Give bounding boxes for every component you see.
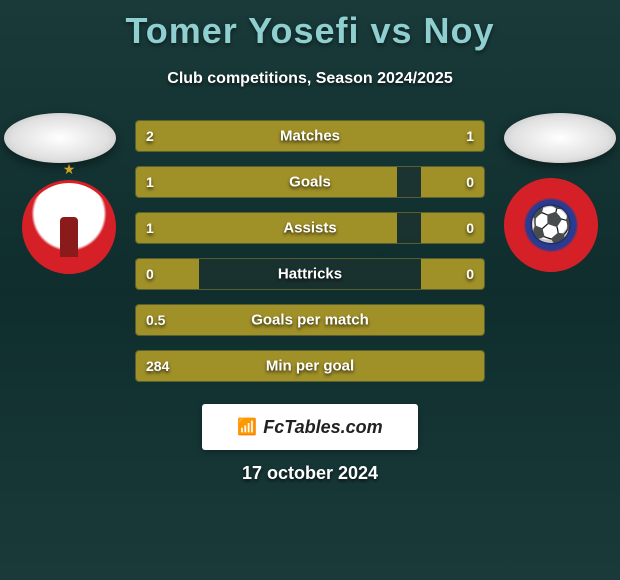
subtitle: Club competitions, Season 2024/2025 [0, 70, 620, 88]
bar-label: Goals [289, 174, 331, 191]
bar-value-left: 0 [146, 266, 154, 282]
bar-label: Goals per match [251, 312, 369, 329]
bar-row: 2 Matches 1 [135, 120, 485, 152]
bar-value-left: 1 [146, 220, 154, 236]
bar-value-right: 0 [466, 266, 474, 282]
club-right-badge [504, 178, 598, 272]
bar-value-left: 2 [146, 128, 154, 144]
bar-fill-left [136, 167, 397, 197]
bar-value-left: 0.5 [146, 312, 165, 328]
bar-fill-right [421, 259, 484, 289]
bar-label: Matches [280, 128, 340, 145]
bar-label: Hattricks [278, 266, 342, 283]
bar-value-right: 0 [466, 220, 474, 236]
comparison-bars: 2 Matches 1 1 Goals 0 1 Assists 0 0 Hattricks 0 0.5 G… [135, 120, 485, 396]
page-title: Tomer Yosefi vs Noy [0, 0, 620, 52]
bar-value-right: 0 [466, 174, 474, 190]
player-right-avatar [504, 113, 616, 163]
bar-fill-right [421, 167, 484, 197]
attribution-badge: FcTables.com [202, 404, 418, 450]
attribution-text: FcTables.com [263, 417, 382, 438]
bar-row: 1 Goals 0 [135, 166, 485, 198]
bar-row: 284 Min per goal [135, 350, 485, 382]
bar-fill-left [136, 213, 397, 243]
bar-row: 0 Hattricks 0 [135, 258, 485, 290]
player-left-avatar [4, 113, 116, 163]
bar-label: Assists [283, 220, 336, 237]
bar-value-right: 1 [466, 128, 474, 144]
bar-value-left: 284 [146, 358, 169, 374]
bar-value-left: 1 [146, 174, 154, 190]
bar-label: Min per goal [266, 358, 354, 375]
bar-row: 1 Assists 0 [135, 212, 485, 244]
bar-row: 0.5 Goals per match [135, 304, 485, 336]
club-left-badge [22, 180, 116, 274]
bar-fill-right [421, 213, 484, 243]
date-label: 17 october 2024 [242, 463, 378, 484]
